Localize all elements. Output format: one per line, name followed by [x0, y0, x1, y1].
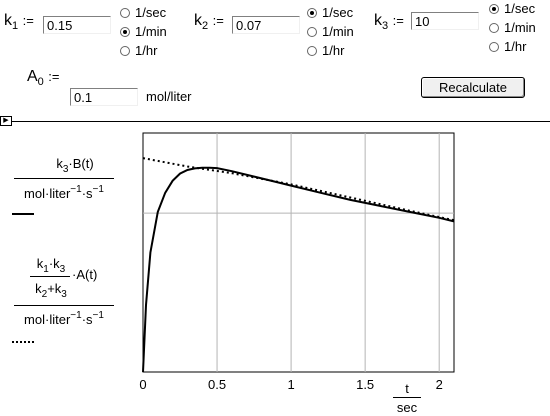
x-axis-label-numerator: t — [405, 381, 409, 396]
plot-grid — [143, 133, 454, 372]
legend-expr1-fraction-bar — [14, 178, 114, 179]
k2-input[interactable] — [232, 16, 300, 34]
radio-icon — [120, 45, 130, 56]
k1-label: k1 := — [4, 12, 34, 32]
radio-icon — [120, 7, 130, 18]
series-analytic-dotted-line — [142, 157, 455, 222]
k1-input[interactable] — [43, 16, 111, 34]
plot-frame — [142, 132, 455, 373]
radio-icon — [489, 41, 499, 52]
k3-unit-hr-radio[interactable]: 1/hr — [489, 39, 526, 54]
k2-unit-min-radio[interactable]: 1/min — [307, 24, 354, 39]
radio-icon — [307, 45, 317, 56]
radio-selected-icon — [307, 7, 317, 18]
plot-series — [142, 157, 455, 373]
x-tick-label: 0 — [139, 377, 146, 392]
x-tick-label: 2 — [436, 377, 443, 392]
k1-unit-hr-radio[interactable]: 1/hr — [120, 43, 157, 58]
legend-expr1-numerator: k3·B(t) — [56, 156, 94, 175]
legend-expr2-fraction-bar — [14, 305, 114, 306]
radio-icon — [307, 26, 317, 37]
k3-unit-sec-radio[interactable]: 1/sec — [489, 1, 535, 16]
k2-label: k2 := — [194, 12, 224, 32]
legend-expr2-inner-numerator: k1·k3 — [36, 256, 66, 275]
legend-expr2-inner-fraction-bar — [30, 276, 70, 277]
legend-expr2-a-term: ·A(t) — [72, 267, 98, 282]
series-kb-solid-line — [142, 166, 455, 373]
k3-label: k3 := — [374, 12, 404, 32]
legend-solid-line-swatch — [12, 213, 34, 215]
x-axis-label-bar — [393, 397, 421, 398]
legend-dotted-line-swatch — [12, 341, 34, 343]
k1-unit-sec-radio[interactable]: 1/sec — [120, 5, 166, 20]
x-tick-label: 1.5 — [356, 377, 374, 392]
x-tick-label: 0.5 — [208, 377, 226, 392]
k2-unit-hr-radio[interactable]: 1/hr — [307, 43, 344, 58]
k1-unit-min-radio[interactable]: 1/min — [120, 24, 167, 39]
k2-unit-sec-radio[interactable]: 1/sec — [307, 5, 353, 20]
a0-unit: mol/liter — [146, 89, 192, 104]
legend-expr2-denominator: mol·liter−1·s−1 — [24, 310, 104, 327]
recalculate-button[interactable]: Recalculate — [421, 77, 525, 98]
radio-icon — [489, 22, 499, 33]
region-divider — [12, 121, 550, 122]
x-tick-label: 1 — [287, 377, 294, 392]
a0-input[interactable] — [70, 88, 138, 106]
k3-unit-min-radio[interactable]: 1/min — [489, 20, 536, 35]
x-axis-label-denominator: sec — [396, 400, 418, 415]
radio-selected-icon — [120, 26, 130, 37]
legend-expr1-denominator: mol·liter−1·s−1 — [24, 184, 104, 201]
region-collapse-icon[interactable]: ▶ — [0, 116, 12, 126]
legend-expr2-inner-denominator: k2+k3 — [35, 281, 67, 300]
radio-selected-icon — [489, 3, 499, 14]
k3-input[interactable] — [411, 12, 479, 30]
a0-label: A0 := — [27, 68, 60, 88]
x-tick-labels: 0 0.5 1 1.5 2 — [139, 377, 442, 392]
